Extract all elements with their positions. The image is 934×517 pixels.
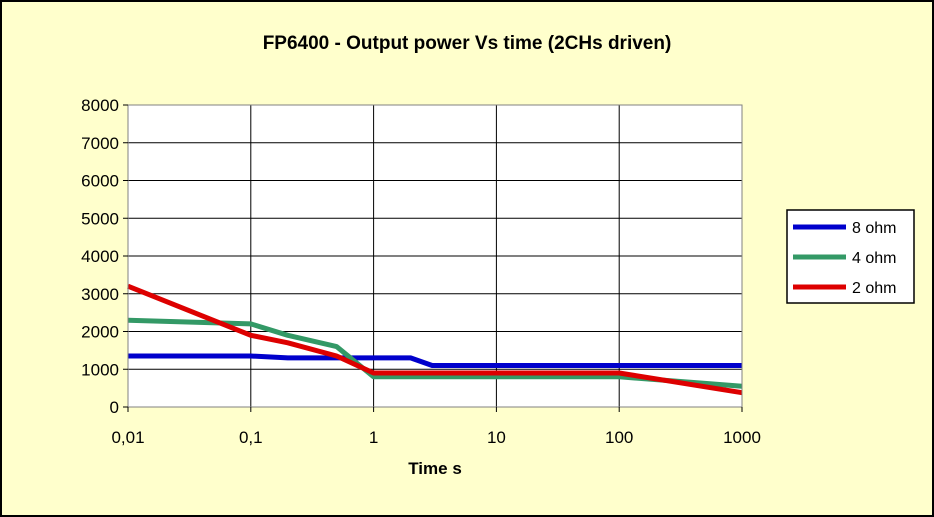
- x-tick-label: 1: [369, 428, 378, 447]
- y-tick-label: 4000: [81, 247, 119, 266]
- legend-label-8-ohm: 8 ohm: [852, 220, 896, 237]
- y-tick-label: 7000: [81, 134, 119, 153]
- series-line-4-ohm: [127, 317, 743, 389]
- x-tick-label: 0,1: [239, 428, 263, 447]
- x-tick-label: 100: [605, 428, 633, 447]
- series-line-8-ohm: [128, 353, 742, 368]
- x-tick-label: 1000: [723, 428, 761, 447]
- y-tick-label: 2000: [81, 323, 119, 342]
- y-tick-label: 8000: [81, 96, 119, 115]
- y-axis-ticks: 0 1000 2000 3000 4000 5000 6000 7000 8000: [81, 96, 128, 417]
- x-axis-ticks: 0,01 0,1 1 10 100 1000: [111, 407, 761, 447]
- x-axis-label: Time s: [408, 459, 462, 478]
- legend-label-4-ohm: 4 ohm: [852, 250, 896, 267]
- legend: 8 ohm 4 ohm 2 ohm: [786, 209, 915, 304]
- x-tick-label: 10: [487, 428, 506, 447]
- legend-label-2-ohm: 2 ohm: [852, 280, 896, 297]
- chart-title: FP6400 - Output power Vs time (2CHs driv…: [263, 33, 672, 54]
- y-tick-label: 1000: [81, 360, 119, 379]
- series-layer: [127, 283, 743, 396]
- y-tick-label: 5000: [81, 209, 119, 228]
- x-tick-label: 0,01: [111, 428, 144, 447]
- y-tick-label: 3000: [81, 285, 119, 304]
- series-line-2-ohm: [127, 283, 743, 396]
- y-tick-label: 6000: [81, 172, 119, 191]
- y-tick-label: 0: [110, 398, 119, 417]
